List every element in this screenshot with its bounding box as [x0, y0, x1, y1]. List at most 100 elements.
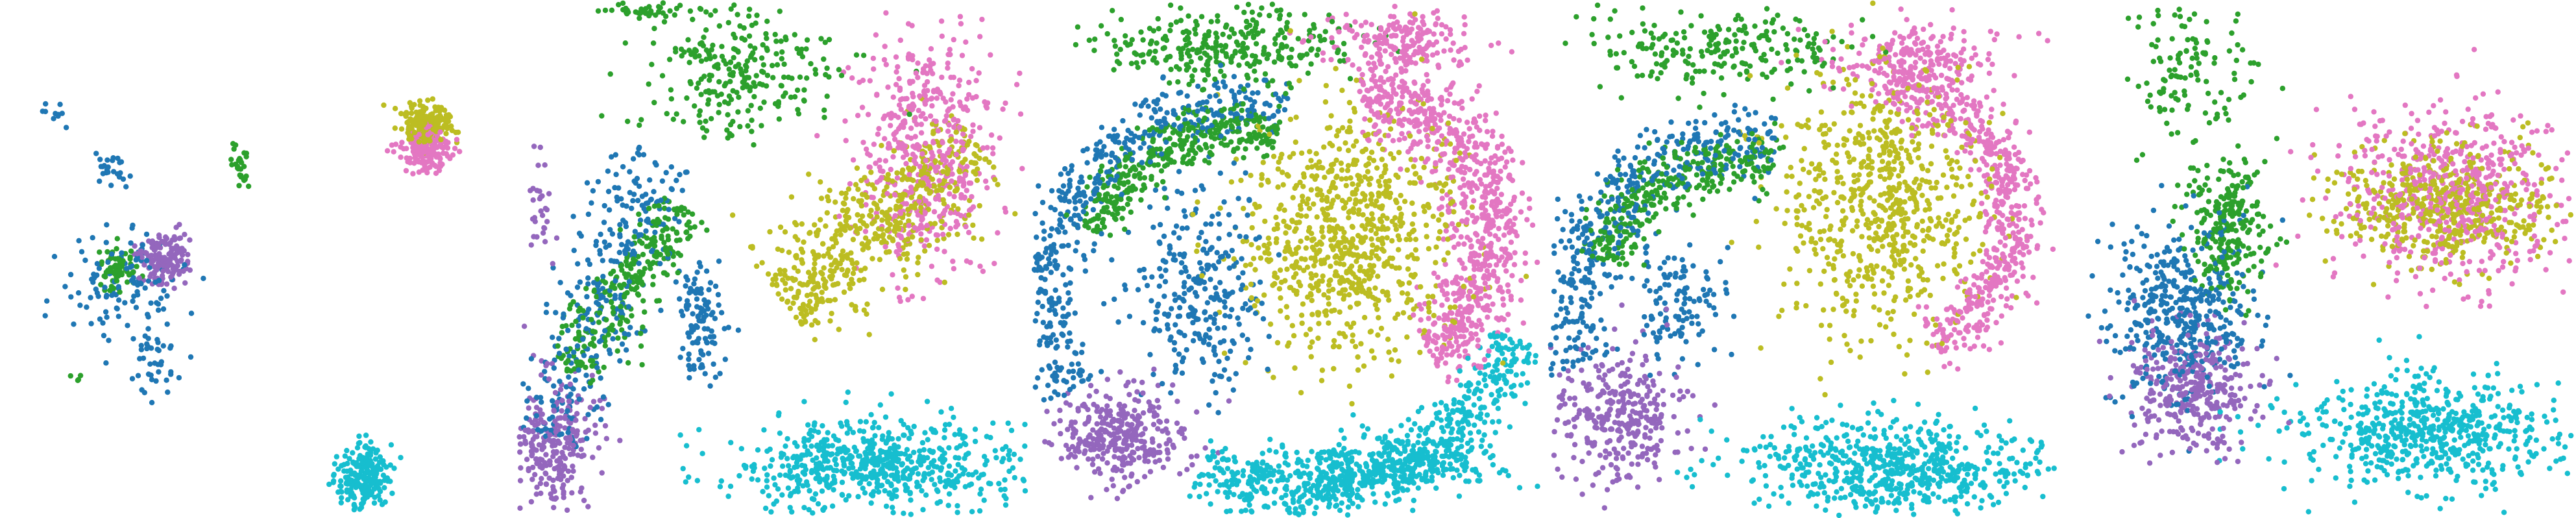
scatter-point [788, 475, 794, 481]
scatter-point [384, 148, 391, 154]
scatter-point [877, 198, 884, 204]
scatter-point [746, 75, 752, 80]
scatter-point [897, 204, 903, 210]
scatter-point [861, 307, 867, 313]
scatter-point [629, 313, 635, 319]
scatter-point [145, 326, 151, 332]
scatter-point [151, 271, 157, 277]
scatter-point [1231, 491, 1237, 498]
scatter-point [1375, 332, 1381, 338]
scatter-point [818, 179, 823, 185]
scatter-point [108, 182, 114, 188]
scatter-point [1067, 280, 1073, 286]
scatter-point [635, 280, 641, 286]
scatter-point [1198, 265, 1204, 271]
scatter-point [1503, 268, 1509, 274]
scatter-point [1206, 482, 1212, 488]
scatter-point [820, 241, 826, 247]
scatter-point [821, 444, 827, 450]
scatter-point [684, 169, 690, 175]
scatter-point [609, 284, 614, 290]
scatter-point [551, 504, 557, 511]
scatter-point [601, 219, 607, 225]
scatter-point [1350, 62, 1355, 68]
scatter-point [1002, 486, 1008, 493]
scatter-point [747, 84, 753, 90]
scatter-point [1446, 113, 1453, 119]
scatter-point [1311, 510, 1318, 517]
scatter-point [892, 136, 898, 142]
scatter-point [1261, 132, 1267, 138]
scatter-point [627, 325, 633, 330]
scatter-point [703, 312, 709, 318]
scatter-point [1163, 418, 1170, 424]
scatter-point [719, 43, 725, 49]
scatter-point [851, 265, 857, 271]
scatter-point [392, 125, 398, 131]
scatter-point [838, 232, 844, 238]
scatter-point [575, 261, 581, 267]
scatter-point [917, 164, 923, 169]
scatter-point [976, 475, 982, 481]
scatter-point [819, 488, 825, 494]
scatter-point [701, 34, 707, 40]
scatter-point [933, 118, 939, 125]
scatter-point [630, 256, 637, 262]
scatter-point [533, 395, 540, 401]
scatter-point [1439, 400, 1444, 406]
scatter-point [976, 70, 982, 76]
scatter-point [871, 441, 877, 447]
scatter-point [731, 2, 737, 8]
scatter-point [747, 43, 753, 49]
scatter-point [843, 449, 849, 456]
scatter-point [104, 222, 110, 228]
scatter-point [353, 478, 359, 484]
scatter-point [881, 457, 887, 463]
scatter-point [764, 484, 770, 490]
scatter-point [698, 365, 703, 371]
scatter-point [585, 412, 591, 417]
scatter-point [924, 223, 930, 228]
scatter-point [894, 170, 900, 176]
scatter-point [850, 236, 857, 243]
scatter-point [818, 439, 825, 445]
scatter-point [738, 446, 744, 452]
scatter-point [920, 69, 926, 76]
scatter-point [1347, 304, 1354, 310]
scatter-point [1126, 314, 1133, 319]
scatter-point [888, 482, 894, 489]
scatter-point [746, 6, 753, 12]
scatter-point [827, 267, 834, 274]
scatter-point [114, 246, 119, 252]
scatter-point [857, 453, 863, 459]
scatter-point [882, 414, 889, 420]
scatter-point [650, 273, 657, 280]
scatter-point [662, 215, 668, 221]
scatter-point [391, 465, 397, 471]
scatter-point [606, 347, 613, 353]
scatter-point [358, 456, 364, 462]
scatter-point [730, 73, 736, 79]
scatter-point [936, 149, 942, 154]
scatter-point [896, 102, 903, 108]
scatter-point [234, 164, 241, 169]
scatter-point [115, 297, 122, 303]
scatter-point [692, 276, 698, 282]
scatter-point [651, 203, 657, 209]
scatter-point [913, 465, 919, 471]
scatter-point [666, 206, 672, 212]
scatter-point [940, 458, 946, 465]
scatter-point [869, 493, 876, 499]
scatter-point [804, 37, 810, 43]
scatter-point [810, 510, 816, 516]
scatter-point [925, 179, 931, 185]
scatter-point [977, 264, 983, 269]
scatter-point [1174, 399, 1180, 404]
scatter-point [160, 268, 166, 274]
scatter-point [1512, 216, 1518, 221]
scatter-point [864, 311, 869, 317]
scatter-point [1161, 293, 1167, 299]
scatter-point [1363, 19, 1369, 25]
scatter-point [1171, 252, 1177, 258]
scatter-point [1298, 150, 1305, 156]
